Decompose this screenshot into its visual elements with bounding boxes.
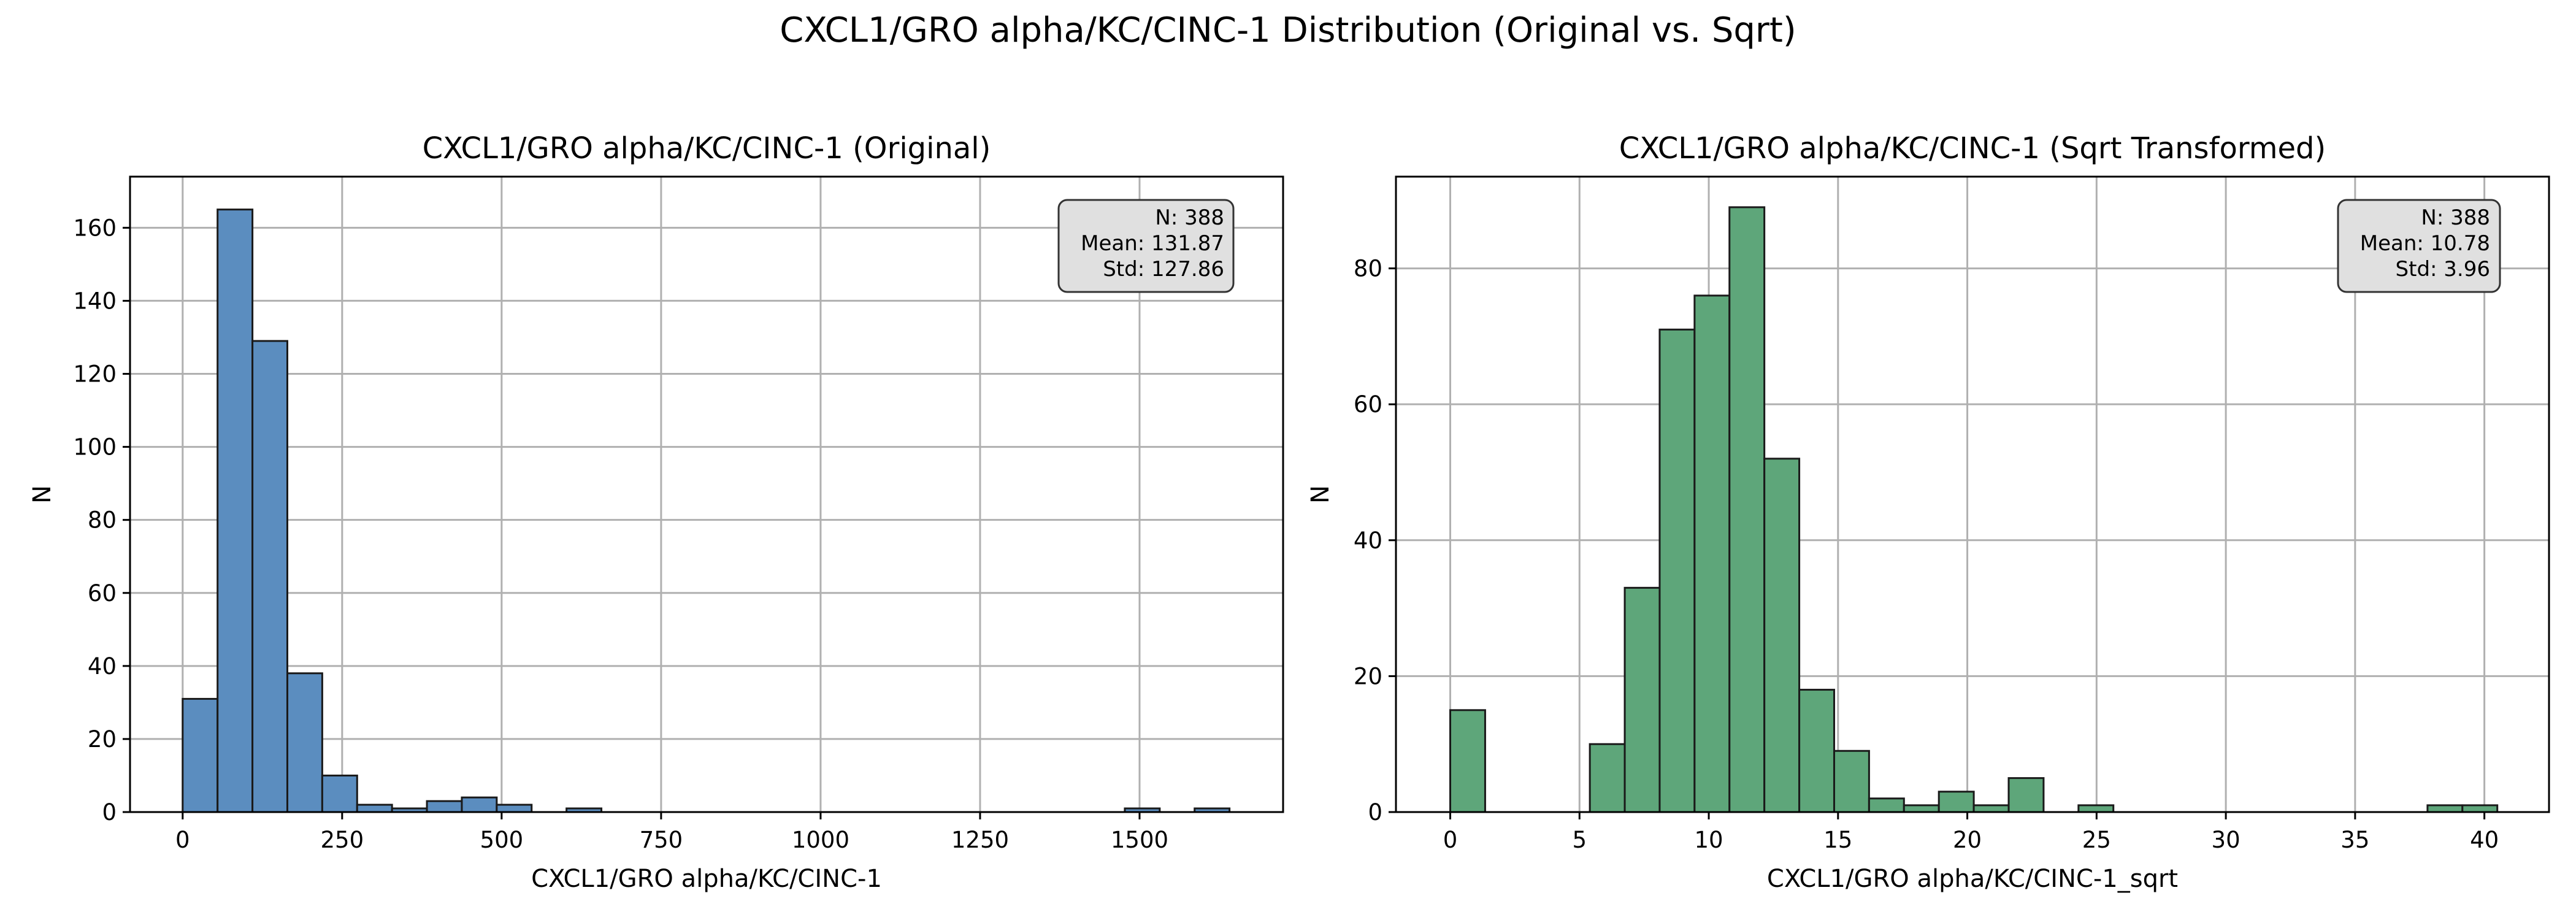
panel-original-histogram-bar <box>321 774 358 813</box>
panel-original-xtick-label: 250 <box>321 827 364 853</box>
panel-original-ytick-label: 100 <box>73 434 117 461</box>
panel-original-frame <box>129 175 1284 813</box>
panel-sqrt-xtick-label: 20 <box>1953 827 1982 853</box>
panel-original-ytick-label: 40 <box>88 653 117 680</box>
panel-original-bars <box>182 209 1231 813</box>
panel-sqrt-histogram-bar <box>1693 294 1731 813</box>
panel-sqrt-xticks: 0 5 10 15 20 25 30 35 40 <box>1443 812 2499 853</box>
panel-sqrt-histogram-bar <box>1658 328 1696 813</box>
panel-sqrt-histogram-bar <box>1938 791 1975 813</box>
panel-sqrt-histogram-bar <box>1972 804 2010 813</box>
panel-original-ytick-label: 60 <box>88 580 117 607</box>
panel-original-ytick-label: 0 <box>102 799 117 826</box>
panel-original-histogram-bar <box>217 209 254 813</box>
panel-original-xtick-label: 1250 <box>951 827 1009 853</box>
panel-sqrt-stat-mean: Mean: 10.78 <box>2360 231 2490 256</box>
panel-sqrt-histogram-bar <box>2007 777 2045 813</box>
panel-original-histogram-bar <box>356 803 393 813</box>
panel-sqrt-histogram-bar <box>2077 804 2115 813</box>
panel-original-xtick-label: 0 <box>175 827 190 853</box>
panel-original-xtick-label: 750 <box>640 827 683 853</box>
panel-sqrt-histogram-bar <box>1589 743 1626 813</box>
panel-original-xtick-label: 1500 <box>1111 827 1168 853</box>
panel-sqrt-xtick-label: 5 <box>1573 827 1587 853</box>
panel-sqrt-xtick-label: 40 <box>2470 827 2499 853</box>
panel-original-histogram-bar <box>461 796 498 813</box>
panel-sqrt-stat-n: N: 388 <box>2421 205 2490 230</box>
panel-original-stat-std: Std: 127.86 <box>1103 257 1224 282</box>
panel-original-xtick-label: 1000 <box>792 827 849 853</box>
panel-original-xlabel: CXCL1/GRO alpha/KC/CINC-1 <box>531 865 882 893</box>
panel-sqrt-ytick-label: 20 <box>1354 663 1382 689</box>
panel-original-ytick-label: 160 <box>73 215 117 241</box>
panel-sqrt-ytick-label: 0 <box>1368 799 1382 826</box>
panel-original-histogram-bar <box>182 697 219 813</box>
panel-sqrt-bars <box>1449 206 2499 813</box>
panel-original-ytick-label: 140 <box>73 288 117 314</box>
panel-original-histogram-bar <box>496 803 533 813</box>
panel-sqrt-ytick-label: 80 <box>1354 256 1382 282</box>
panel-sqrt-histogram-bar <box>1833 749 1870 813</box>
panel-original-stat-n: N: 388 <box>1155 205 1224 230</box>
panel-original-histogram-bar <box>251 340 288 813</box>
panel-sqrt: 0 5 10 15 20 25 30 35 40 0 20 40 60 80 CXCL1/GRO alp… <box>1306 131 2550 893</box>
panel-sqrt-frame <box>1395 175 2550 813</box>
panel-original-stats-box: N: 388 Mean: 131.87 Std: 127.86 <box>1057 199 1235 293</box>
panel-original: 0 250 500 750 1000 1250 1500 0 20 40 60 80 100 120 14… <box>28 131 1284 893</box>
panel-original-ytick-label: 80 <box>88 507 117 534</box>
panel-sqrt-xtick-label: 15 <box>1823 827 1852 853</box>
panel-sqrt-yticks: 0 20 40 60 80 <box>1354 256 1396 826</box>
panel-sqrt-stats-box: N: 388 Mean: 10.78 Std: 3.96 <box>2337 199 2501 293</box>
panel-original-ytick-label: 120 <box>73 361 117 388</box>
panel-sqrt-histogram-bar <box>1728 206 1766 813</box>
panel-sqrt-histogram-bar <box>2461 804 2499 813</box>
panel-sqrt-ytick-label: 40 <box>1354 527 1382 554</box>
panel-sqrt-xtick-label: 25 <box>2082 827 2111 853</box>
panel-sqrt-histogram-bar <box>1623 586 1661 813</box>
panel-sqrt-title: CXCL1/GRO alpha/KC/CINC-1 (Sqrt Transfor… <box>1619 131 2326 166</box>
panel-original-histogram-bar <box>286 672 323 813</box>
panel-sqrt-ylabel: N <box>1306 485 1335 504</box>
panel-sqrt-histogram-bar <box>2426 804 2464 813</box>
panel-sqrt-xtick-label: 30 <box>2212 827 2241 853</box>
panel-sqrt-xtick-label: 10 <box>1694 827 1723 853</box>
panel-original-xticks: 0 250 500 750 1000 1250 1500 <box>175 812 1168 853</box>
panel-sqrt-stat-std: Std: 3.96 <box>2396 257 2490 282</box>
panel-original-xtick-label: 500 <box>480 827 524 853</box>
panel-sqrt-histogram-bar <box>1763 458 1801 813</box>
figure-suptitle: CXCL1/GRO alpha/KC/CINC-1 Distribution (… <box>780 10 1796 50</box>
panel-sqrt-histogram-bar <box>1798 689 1835 813</box>
panel-original-title: CXCL1/GRO alpha/KC/CINC-1 (Original) <box>423 131 991 166</box>
panel-original-ytick-label: 20 <box>88 726 117 753</box>
panel-sqrt-histogram-bar <box>1449 709 1486 813</box>
panel-sqrt-histogram-bar <box>1903 804 1940 813</box>
panel-sqrt-xtick-label: 35 <box>2340 827 2369 853</box>
panel-sqrt-xlabel: CXCL1/GRO alpha/KC/CINC-1_sqrt <box>1767 865 2178 893</box>
panel-original-ylabel: N <box>28 485 56 504</box>
panel-sqrt-xtick-label: 0 <box>1443 827 1458 853</box>
panel-original-yticks: 0 20 40 60 80 100 120 140 160 <box>73 215 130 826</box>
panel-original-stat-mean: Mean: 131.87 <box>1081 231 1224 256</box>
panel-sqrt-histogram-bar <box>1868 797 1905 813</box>
panel-original-histogram-bar <box>426 800 463 813</box>
panel-sqrt-ytick-label: 60 <box>1354 391 1382 418</box>
